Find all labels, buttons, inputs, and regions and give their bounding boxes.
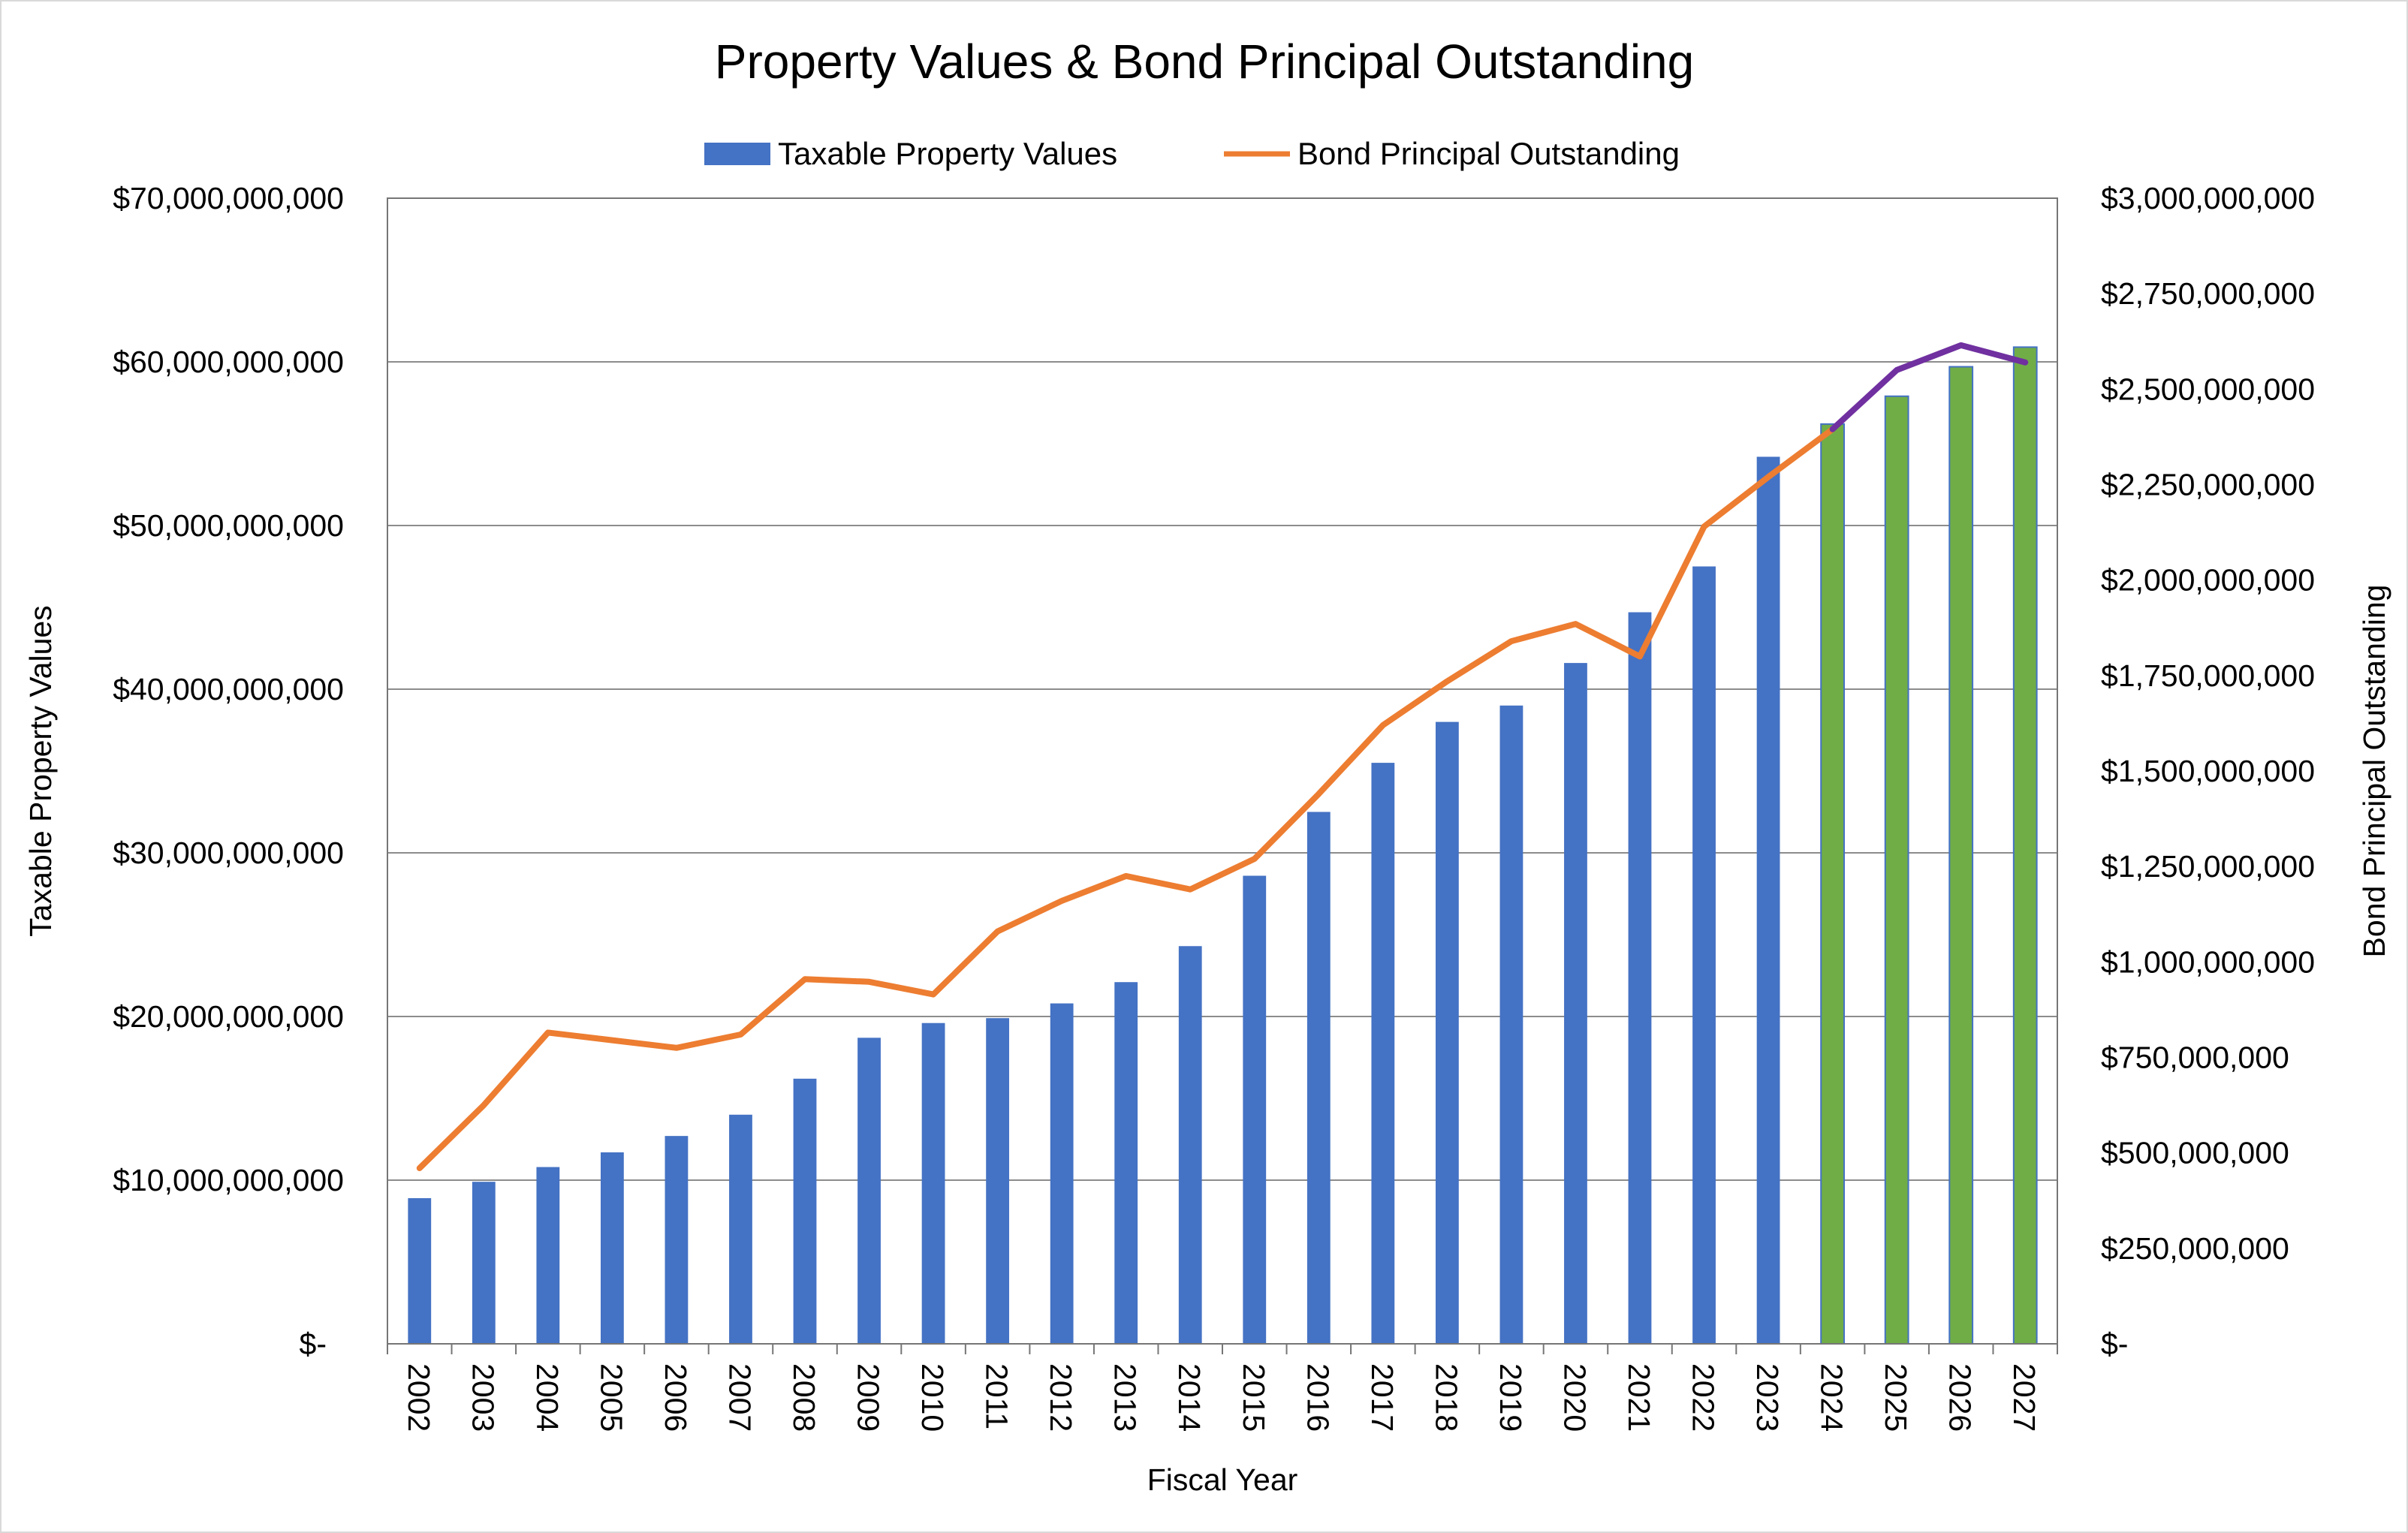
y-left-tick-label: $50,000,000,000: [113, 508, 344, 543]
x-tick-label: 2003: [466, 1363, 500, 1432]
bar: [408, 1197, 432, 1344]
line-series: [416, 342, 2029, 1172]
bar: [1435, 721, 1459, 1344]
legend-label-bars: Taxable Property Values: [778, 136, 1117, 171]
y-right-tick-label: $3,000,000,000: [2101, 181, 2315, 215]
y-axis-right-ticks: $- $250,000,000 $500,000,000 $750,000,000 $1…: [2101, 181, 2315, 1361]
bar: [1178, 946, 1202, 1344]
bar: [1306, 812, 1331, 1344]
x-tick-label: 2024: [1815, 1363, 1849, 1432]
x-tick-label: 2027: [2007, 1363, 2042, 1432]
x-tick-label: 2006: [659, 1363, 693, 1432]
x-tick-label: 2011: [980, 1363, 1014, 1429]
x-tick-label: 2020: [1557, 1363, 1592, 1432]
bar: [986, 1018, 1010, 1344]
y-right-tick-label: $1,250,000,000: [2101, 849, 2315, 884]
x-tick-label: 2018: [1429, 1363, 1463, 1432]
chart-title: Property Values & Bond Principal Outstan…: [715, 35, 1694, 89]
y-right-tick-label: $2,250,000,000: [2101, 468, 2315, 502]
y-axis-left-ticks: $- $10,000,000,000 $20,000,000,000 $30,000,…: [113, 181, 344, 1361]
bar: [1371, 763, 1395, 1344]
y-left-tick-label: $20,000,000,000: [113, 999, 344, 1034]
bar: [857, 1038, 881, 1344]
bar: [536, 1167, 560, 1344]
y-left-tick-label: $-: [300, 1327, 327, 1361]
y-left-tick-label: $60,000,000,000: [113, 345, 344, 379]
bond-line: [416, 426, 1836, 1172]
y-right-tick-label: $1,500,000,000: [2101, 754, 2315, 788]
x-tick-label: 2012: [1044, 1363, 1078, 1432]
y-left-tick-label: $40,000,000,000: [113, 672, 344, 706]
bar-projected: [1884, 395, 1909, 1345]
x-tick-label: 2007: [722, 1363, 757, 1432]
legend-swatch-bars: [704, 143, 770, 165]
x-axis-title: Fiscal Year: [1147, 1462, 1298, 1497]
x-tick-label: 2013: [1108, 1363, 1143, 1432]
y-right-tick-label: $1,750,000,000: [2101, 658, 2315, 693]
y-axis-left-title: Taxable Property Values: [23, 605, 58, 936]
y-left-tick-label: $10,000,000,000: [113, 1163, 344, 1197]
bar: [1692, 566, 1716, 1344]
bar: [600, 1152, 624, 1344]
bar: [472, 1182, 496, 1344]
x-tick-label: 2015: [1237, 1363, 1271, 1432]
bar: [1756, 456, 1780, 1345]
bond-line-projected: [1829, 342, 2029, 432]
bar: [1628, 612, 1652, 1344]
x-tick-label: 2026: [1943, 1363, 1978, 1432]
bar: [665, 1136, 689, 1344]
bar: [1243, 875, 1267, 1344]
x-tick-label: 2023: [1750, 1363, 1785, 1432]
x-tick-label: 2019: [1493, 1363, 1528, 1432]
legend-label-line: Bond Principal Outstanding: [1297, 136, 1680, 171]
y-right-tick-label: $750,000,000: [2101, 1041, 2289, 1075]
x-tick-label: 2004: [530, 1363, 565, 1432]
x-tick-label: 2025: [1879, 1363, 1913, 1432]
x-tick-label: 2010: [915, 1363, 950, 1432]
x-tick-label: 2014: [1172, 1363, 1207, 1432]
bar: [1564, 663, 1587, 1344]
bar-projected: [1948, 366, 1974, 1345]
bar: [1114, 982, 1138, 1344]
x-tick-label: 2016: [1300, 1363, 1335, 1432]
legend: Taxable Property Values Bond Principal O…: [704, 136, 1680, 171]
bar: [1050, 1003, 1074, 1344]
y-right-tick-label: $500,000,000: [2101, 1136, 2289, 1170]
x-tick-label: 2017: [1365, 1363, 1400, 1432]
x-tick-label: 2009: [851, 1363, 886, 1432]
bar: [793, 1078, 817, 1344]
bar: [729, 1114, 752, 1344]
y-right-tick-label: $2,500,000,000: [2101, 372, 2315, 406]
x-tick-label: 2002: [402, 1363, 436, 1432]
x-tick-label: 2022: [1686, 1363, 1721, 1432]
y-right-tick-label: $250,000,000: [2101, 1231, 2289, 1266]
y-right-tick-label: $1,000,000,000: [2101, 944, 2315, 979]
y-left-tick-label: $30,000,000,000: [113, 836, 344, 870]
y-right-tick-label: $2,750,000,000: [2101, 276, 2315, 311]
bar-series: [408, 346, 2038, 1345]
y-axis-right-title: Bond Principal Outstanding: [2357, 585, 2391, 958]
bar: [1499, 705, 1523, 1344]
x-tick-label: 2005: [594, 1363, 628, 1432]
x-tick-label: 2008: [787, 1363, 821, 1432]
y-right-tick-label: $-: [2101, 1327, 2128, 1361]
bar: [921, 1023, 945, 1344]
y-right-tick-label: $2,000,000,000: [2101, 563, 2315, 598]
bar-projected: [1820, 423, 1846, 1345]
x-tick-label: 2021: [1622, 1363, 1656, 1432]
x-axis-ticks: 2002 2003 2004 2005 2006 2007 2008 2009 2010 2011…: [387, 1344, 2058, 1432]
y-left-tick-label: $70,000,000,000: [113, 181, 344, 215]
bar-projected: [2012, 346, 2038, 1345]
